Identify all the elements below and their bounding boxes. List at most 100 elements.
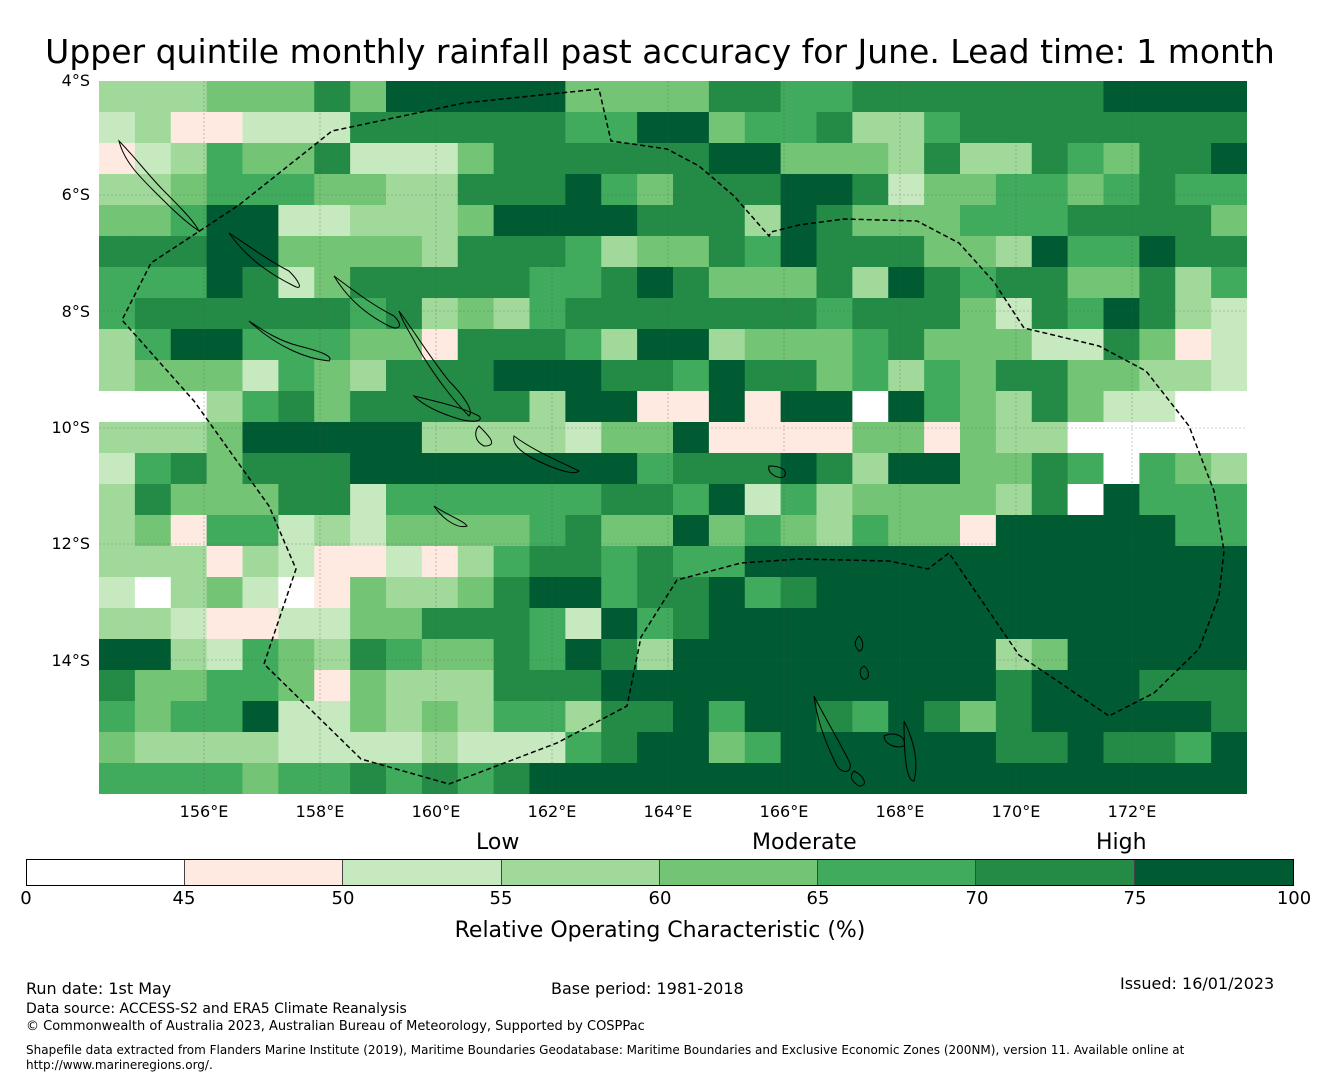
map-cell [350,360,387,392]
map-cell [1139,515,1176,547]
map-cell [206,701,244,733]
map-cell [421,732,459,764]
map-cell [960,81,997,113]
map-cell [529,329,566,361]
map-cell [99,732,136,764]
map-cell [995,515,1033,547]
map-cell [1175,391,1212,423]
map-cell [995,174,1033,206]
map-cell [1175,732,1212,764]
map-cell [637,670,674,702]
rainfall-accuracy-map [99,81,1247,794]
map-cell [242,267,279,299]
map-cell [134,329,172,361]
map-cell [386,484,423,516]
map-cell [708,515,746,547]
map-cell [314,577,351,609]
map-cell [637,577,674,609]
map-cell [565,608,602,640]
map-cell [816,205,853,237]
map-cell [924,174,961,206]
map-cell [350,112,387,144]
map-cell [1139,484,1176,516]
map-cell [1175,360,1212,392]
map-cell [1211,391,1247,423]
map-cell [960,422,997,454]
map-cell [601,670,638,702]
colorbar-segment [342,860,502,885]
map-cell [1211,422,1247,454]
map-cell [386,298,423,330]
map-cell [708,81,746,113]
map-cell [134,205,172,237]
map-cell [493,732,531,764]
map-cell [457,298,495,330]
map-cell [637,453,674,485]
map-cell [493,515,531,547]
map-cell [1139,391,1176,423]
map-cell [1031,81,1069,113]
colorbar-label: Relative Operating Characteristic (%) [454,918,866,943]
map-cell [457,391,495,423]
map-cell [1031,453,1069,485]
map-cell [1175,112,1212,144]
map-cell [924,236,961,268]
map-cell [242,422,279,454]
map-cell [99,298,136,330]
map-cell [1175,298,1212,330]
map-cell [852,732,889,764]
map-cell [170,143,208,175]
lat-label: 10°S [51,418,90,437]
map-cell [206,236,244,268]
map-cell [708,422,746,454]
map-cell [206,577,244,609]
map-cell [314,205,351,237]
map-cell [1067,236,1105,268]
map-cell [350,515,387,547]
map-cell [601,205,638,237]
map-cell [744,112,782,144]
map-cell [386,329,423,361]
map-cell [350,267,387,299]
map-cell [1139,112,1176,144]
map-cell [995,608,1033,640]
map-cell [278,732,315,764]
map-cell [1067,577,1105,609]
map-cell [708,639,746,671]
map-cell [1139,329,1176,361]
map-cell [206,112,244,144]
map-cell [242,112,279,144]
map-cell [1067,484,1105,516]
map-cell [457,577,495,609]
map-cell [1031,298,1069,330]
map-cell [350,670,387,702]
map-cell [601,546,638,578]
map-cell [242,298,279,330]
map-cell [888,515,925,547]
lon-label: 156°E [179,802,229,821]
map-cell [637,267,674,299]
map-cell [888,422,925,454]
map-cell [350,546,387,578]
map-cell [421,639,459,671]
map-cell [421,174,459,206]
map-cell [170,360,208,392]
map-cell [242,174,279,206]
map-cell [1175,670,1212,702]
map-cell [888,174,925,206]
map-cell [637,484,674,516]
map-cell [960,329,997,361]
map-cell [314,608,351,640]
map-cell [529,391,566,423]
map-cell [565,112,602,144]
map-cell [134,484,172,516]
map-cell [457,174,495,206]
map-cell [816,81,853,113]
map-cell [242,484,279,516]
map-cell [924,546,961,578]
map-cell [601,608,638,640]
map-cell [386,577,423,609]
map-cell [780,298,818,330]
map-cell [421,608,459,640]
map-cell [242,453,279,485]
